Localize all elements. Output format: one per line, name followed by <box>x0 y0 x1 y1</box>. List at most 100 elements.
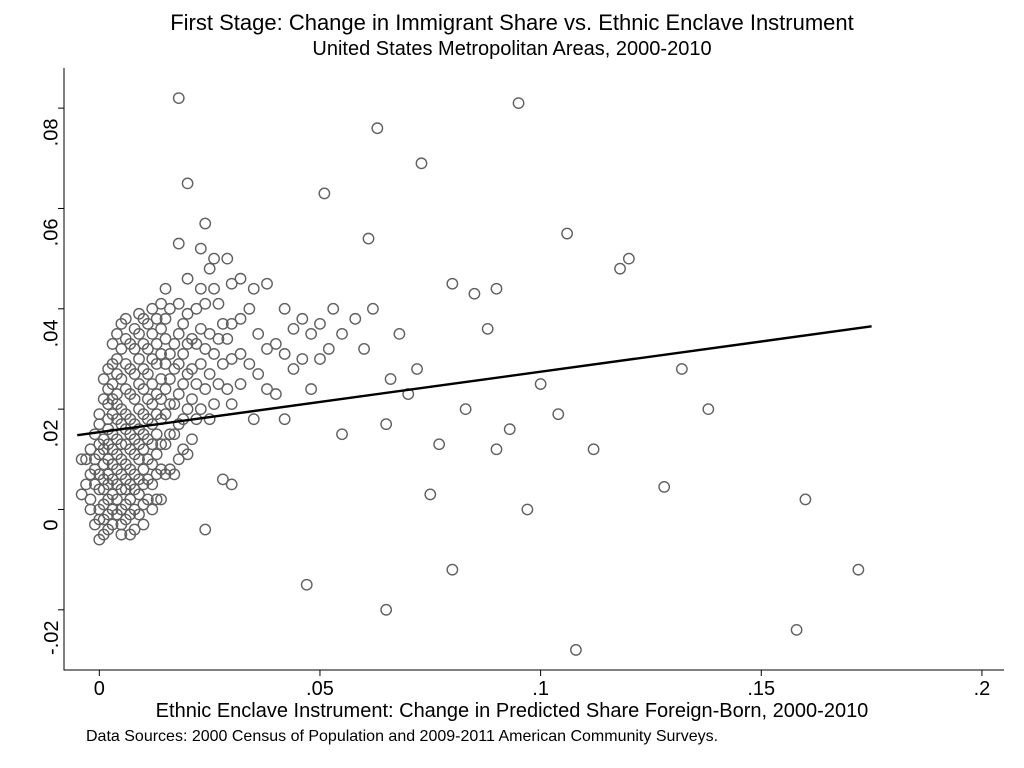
scatter-point <box>209 284 219 294</box>
scatter-point <box>235 349 245 359</box>
scatter-point <box>200 218 210 228</box>
scatter-point <box>235 379 245 389</box>
scatter-point <box>363 233 373 243</box>
scatter-point <box>271 339 281 349</box>
x-tick-label: 0 <box>69 678 129 701</box>
x-tick-label: .2 <box>952 678 1012 701</box>
y-tick-label: 0 <box>41 520 64 531</box>
scatter-point <box>381 419 391 429</box>
scatter-point <box>160 384 170 394</box>
scatter-point <box>253 369 263 379</box>
scatter-point <box>174 389 184 399</box>
scatter-point <box>315 319 325 329</box>
scatter-point <box>209 253 219 263</box>
scatter-point <box>178 319 188 329</box>
scatter-point <box>235 274 245 284</box>
scatter-point <box>209 399 219 409</box>
scatter-point <box>337 329 347 339</box>
scatter-point <box>187 394 197 404</box>
scatter-point <box>262 279 272 289</box>
scatter-point <box>160 284 170 294</box>
scatter-point <box>244 359 254 369</box>
scatter-point <box>394 329 404 339</box>
scatter-point <box>196 404 206 414</box>
x-tick-label: .15 <box>731 678 791 701</box>
scatter-point <box>412 364 422 374</box>
scatter-point <box>315 354 325 364</box>
scatter-point <box>187 434 197 444</box>
scatter-point <box>279 304 289 314</box>
scatter-point <box>434 439 444 449</box>
scatter-point <box>324 344 334 354</box>
scatter-point <box>182 274 192 284</box>
y-tick-label: .04 <box>41 319 64 347</box>
scatter-point <box>460 404 470 414</box>
scatter-point <box>505 424 515 434</box>
scatter-point <box>222 253 232 263</box>
scatter-point <box>279 414 289 424</box>
scatter-point <box>853 564 863 574</box>
scatter-point <box>359 344 369 354</box>
scatter-point <box>522 504 532 514</box>
scatter-point <box>178 349 188 359</box>
scatter-point <box>350 314 360 324</box>
scatter-point <box>174 238 184 248</box>
scatter-point <box>297 354 307 364</box>
scatter-point <box>553 409 563 419</box>
scatter-point <box>447 279 457 289</box>
y-tick-label: .06 <box>41 219 64 247</box>
scatter-point <box>204 263 214 273</box>
scatter-point <box>491 444 501 454</box>
scatter-point <box>244 304 254 314</box>
scatter-point <box>200 299 210 309</box>
scatter-point <box>447 564 457 574</box>
y-tick-label: -.02 <box>41 620 64 654</box>
scatter-point <box>169 339 179 349</box>
scatter-point <box>416 158 426 168</box>
scatter-point <box>800 494 810 504</box>
scatter-point <box>200 524 210 534</box>
scatter-point <box>235 314 245 324</box>
scatter-point <box>196 359 206 369</box>
scatter-point <box>703 404 713 414</box>
scatter-point <box>249 414 259 424</box>
scatter-point <box>196 284 206 294</box>
y-tick-label: .02 <box>41 420 64 448</box>
scatter-point <box>368 304 378 314</box>
scatter-point <box>174 93 184 103</box>
scatter-point <box>381 605 391 615</box>
x-tick-label: .05 <box>290 678 350 701</box>
scatter-point <box>156 324 166 334</box>
scatter-point <box>226 399 236 409</box>
chart-container: First Stage: Change in Immigrant Share v… <box>0 0 1024 768</box>
scatter-point <box>222 384 232 394</box>
scatter-point <box>134 354 144 364</box>
scatter-point <box>319 188 329 198</box>
scatter-point <box>372 123 382 133</box>
scatter-point <box>279 349 289 359</box>
scatter-point <box>306 384 316 394</box>
scatter-point <box>535 379 545 389</box>
scatter-point <box>791 625 801 635</box>
scatter-point <box>328 304 338 314</box>
scatter-point <box>337 429 347 439</box>
scatter-point <box>182 178 192 188</box>
scatter-point <box>297 314 307 324</box>
scatter-point <box>288 324 298 334</box>
scatter-point <box>151 429 161 439</box>
scatter-plot <box>0 0 1024 768</box>
scatter-point <box>491 284 501 294</box>
chart-caption: Data Sources: 2000 Census of Population … <box>86 728 718 746</box>
scatter-point <box>624 253 634 263</box>
scatter-point <box>138 519 148 529</box>
scatter-point <box>271 389 281 399</box>
scatter-point <box>174 299 184 309</box>
scatter-point <box>151 449 161 459</box>
x-tick-label: .1 <box>511 678 571 701</box>
scatter-point <box>482 324 492 334</box>
scatter-point <box>615 263 625 273</box>
scatter-point <box>677 364 687 374</box>
scatter-point <box>182 404 192 414</box>
scatter-point <box>226 479 236 489</box>
scatter-point <box>249 284 259 294</box>
